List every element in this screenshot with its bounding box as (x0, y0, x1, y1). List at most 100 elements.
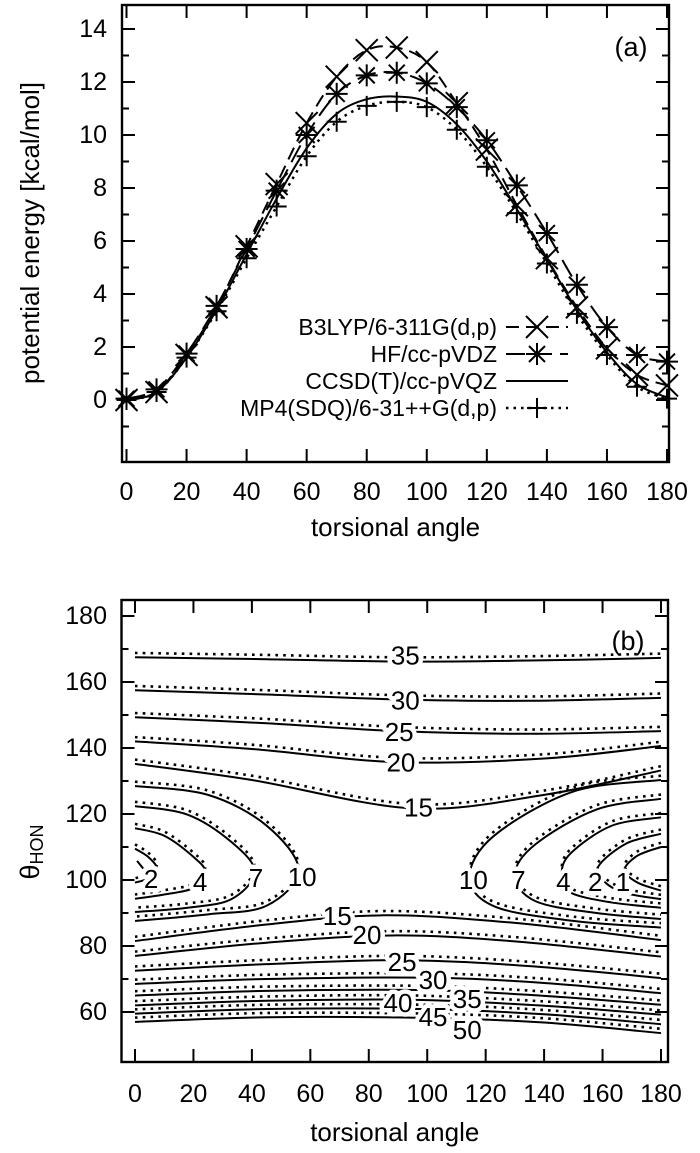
x-tick-label: 60 (293, 478, 321, 506)
y-tick-label: 160 (65, 668, 107, 696)
contour-label-25: 25 (385, 717, 414, 747)
series-markers-plus (116, 91, 678, 410)
x-tick-label: 180 (640, 1080, 682, 1108)
y-tick-label: 180 (65, 602, 107, 630)
contour-4-left-arc-solid (134, 827, 207, 900)
y-tick-label: 0 (93, 386, 107, 414)
contour-10-left-arc-dotted (134, 780, 300, 918)
x-tick-label: 20 (173, 478, 201, 506)
x-tick-label: 40 (233, 478, 261, 506)
contour-25-upper-dotted (134, 711, 662, 731)
x-tick-label: 100 (406, 478, 448, 506)
panel-a: 0 20 40 60 80 100 120 140 160 180 0 2 4 6 8 10 12 14 torsi… (15, 3, 688, 542)
contour-30-upper-dotted (134, 684, 662, 698)
contour-label-30: 30 (391, 685, 420, 715)
panel-b-tick-labels: 0 20 40 60 80 100 120 140 160 1806080100120140160… (65, 602, 682, 1108)
contour-50-lower-solid (134, 1015, 662, 1035)
contour-2-right-arc-dotted (595, 828, 662, 897)
panel-b-title: (b) (612, 626, 645, 656)
contour-1-right-arc-dotted (623, 841, 662, 888)
y-tick-label: 14 (79, 15, 107, 43)
contour-4-right-arc-solid (560, 816, 662, 909)
contour-40-lower-dotted (134, 993, 662, 1012)
x-tick-label: 80 (353, 478, 381, 506)
y-tick-label: 6 (93, 227, 107, 255)
panel-a-series (114, 35, 679, 412)
contour-20-upper-solid (134, 740, 662, 764)
contour-label-30: 30 (419, 965, 448, 995)
y-tick-label: 80 (79, 932, 107, 960)
contour-label-2: 2 (588, 867, 602, 897)
y-tick-label: 12 (79, 68, 107, 96)
panel-b-ylabel: θHON (15, 824, 47, 879)
contour-label-10: 10 (459, 865, 488, 895)
contour-45-lower-solid (134, 1007, 662, 1026)
panel-a-ylabel: potential energy [kcal/mol] (15, 82, 45, 384)
x-tick-label: 140 (526, 478, 568, 506)
contour-label-50: 50 (453, 1015, 482, 1045)
panel-a-tick-labels: 0 20 40 60 80 100 120 140 160 180 0 2 4 6 8 10 12 14 (79, 15, 688, 506)
contour-label-45: 45 (419, 1002, 448, 1032)
contour-2-leader-solid (136, 860, 150, 877)
contour-35-lower-solid (134, 988, 662, 1006)
contour-lines (134, 651, 662, 1035)
contour-1-right-arc-solid (623, 846, 662, 892)
contour-label-35: 35 (391, 641, 420, 671)
y-tick-label: 100 (65, 866, 107, 894)
legend-marker-x (525, 315, 549, 339)
panel-b: 0 20 40 60 80 100 120 140 160 1806080100120140160… (15, 598, 682, 1147)
x-tick-label: 120 (465, 1080, 507, 1108)
contour-label-2: 2 (144, 864, 158, 894)
contour-15-lower-solid (134, 914, 662, 943)
y-tick-label: 4 (93, 280, 107, 308)
contour-label-1: 1 (616, 867, 630, 897)
contour-25-lower-solid (134, 959, 662, 980)
contour-label-7: 7 (511, 865, 525, 895)
y-tick-label: 60 (79, 998, 107, 1026)
x-tick-label: 180 (646, 478, 688, 506)
y-tick-label: 2 (93, 333, 107, 361)
contour-10-left-arc-solid (134, 784, 300, 922)
panel-a-xlabel: torsional angle (311, 512, 480, 542)
legend: B3LYP/6-311G(d,p)HF/cc-pVDZCCSD(T)/cc-pV… (240, 314, 568, 421)
x-tick-label: 100 (406, 1080, 448, 1108)
ylabel-subscript: HON (27, 824, 47, 864)
contour-15-upper-dotted (134, 758, 662, 806)
contour-7-right-arc-dotted (513, 793, 662, 916)
x-tick-label: 60 (296, 1080, 324, 1108)
contour-25-lower-dotted (134, 954, 662, 976)
x-tick-label: 120 (466, 478, 508, 506)
legend-label: MP4(SDQ)/6-31++G(d,p) (240, 395, 497, 421)
contour-label-35: 35 (453, 984, 482, 1014)
plot-frame (120, 3, 671, 464)
contour-15-lower-dotted (134, 909, 662, 939)
contour-2-left-arc-solid (134, 847, 158, 884)
x-tick-label: 160 (586, 478, 628, 506)
panel-b-xlabel: torsional angle (310, 1117, 479, 1147)
contour-20-lower-solid (134, 934, 662, 958)
y-tick-label: 10 (79, 121, 107, 149)
contour-label-20: 20 (386, 748, 415, 778)
contour-40-lower-solid (134, 998, 662, 1016)
contour-label-20: 20 (353, 920, 382, 950)
contour-label-10: 10 (288, 862, 317, 892)
contour-35-upper-solid (134, 656, 662, 663)
x-tick-label: 0 (120, 478, 134, 506)
x-tick-label: 80 (355, 1080, 383, 1108)
x-tick-label: 0 (128, 1080, 142, 1108)
contour-30-lower-solid (134, 976, 662, 995)
contour-label-7: 7 (249, 863, 263, 893)
contour-label-4: 4 (193, 867, 207, 897)
legend-label: HF/cc-pVDZ (371, 341, 498, 367)
panel-b-ticks (121, 600, 668, 1062)
y-tick-label: 140 (65, 734, 107, 762)
legend-label: CCSD(T)/cc-pVQZ (305, 368, 497, 394)
contour-7-right-arc-solid (513, 797, 662, 920)
contour-label-25: 25 (388, 947, 417, 977)
panel-a-title: (a) (615, 32, 648, 62)
contour-15-upper-solid (134, 762, 662, 810)
contour-7-left-arc-solid (134, 805, 256, 914)
contour-4-left-arc-dotted (134, 822, 207, 896)
